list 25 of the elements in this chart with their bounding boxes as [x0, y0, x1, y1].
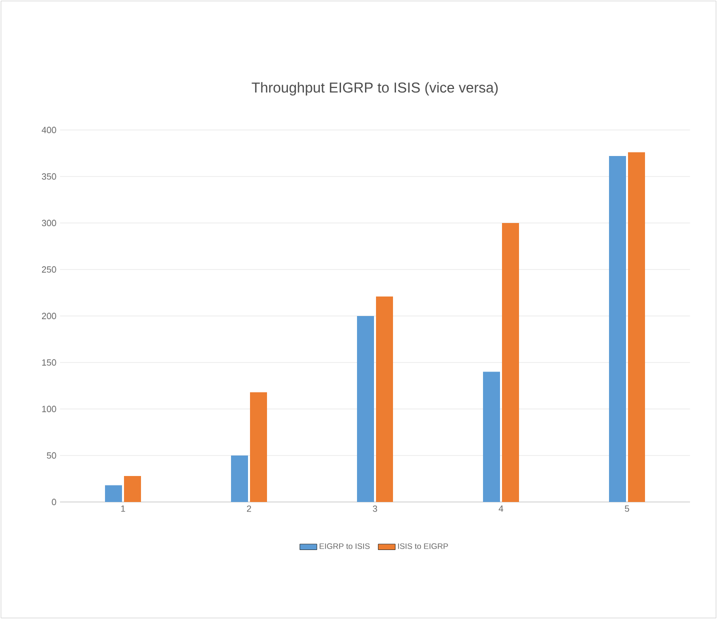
bar: [105, 485, 122, 502]
y-tick-label: 0: [52, 498, 56, 506]
y-tick-label: 250: [42, 266, 56, 273]
y-tick-label: 300: [42, 220, 56, 226]
bar: [124, 476, 142, 502]
y-tick-label: 50: [46, 452, 56, 459]
y-tick-label: 350: [42, 173, 56, 180]
bar: [502, 222, 520, 502]
bar: [231, 455, 248, 502]
bar: [483, 372, 500, 502]
y-tick-label: 150: [42, 359, 56, 366]
bar: [376, 296, 394, 502]
y-tick-label: 100: [42, 406, 56, 412]
x-tick-label: 2: [246, 506, 252, 512]
y-tick-label: 200: [42, 312, 56, 320]
bar: [250, 392, 268, 502]
y-tick-label: 400: [42, 126, 56, 134]
bar: [357, 316, 374, 502]
x-tick-label: 4: [498, 506, 504, 512]
x-tick-label: 1: [121, 506, 126, 512]
x-tick-label: 5: [624, 506, 630, 512]
bar: [609, 156, 626, 502]
chart-title: Throughput EIGRP to ISIS (vice versa): [252, 82, 498, 96]
bar: [628, 152, 646, 502]
x-tick-label: 3: [372, 506, 378, 512]
